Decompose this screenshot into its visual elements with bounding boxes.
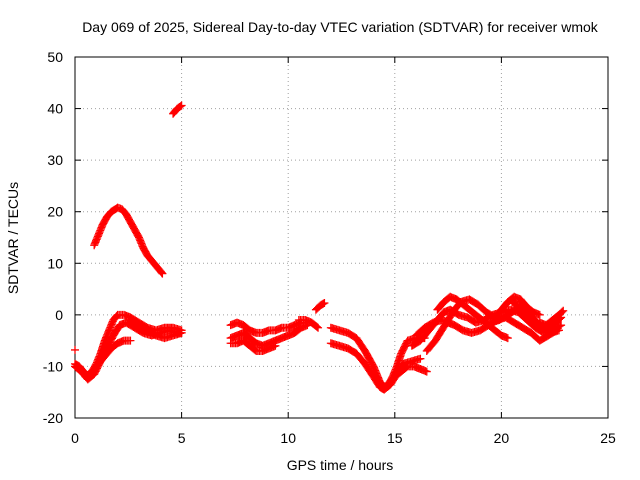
series-isolated-pt [71, 345, 79, 354]
data-point [559, 306, 568, 315]
series-late-d [433, 292, 512, 343]
data-point [422, 367, 431, 376]
data-points [71, 101, 568, 394]
data-point [314, 323, 323, 332]
series-low-d [126, 316, 186, 343]
grid [75, 57, 608, 418]
x-axis-label: GPS time / hours [287, 457, 394, 473]
ticks: 0 5 10 15 20 25 -20 -10 0 10 20 30 40 50 [43, 49, 616, 446]
x-tick-label: 25 [600, 430, 616, 446]
data-point [312, 322, 321, 331]
data-point [156, 267, 165, 276]
data-point [554, 326, 563, 335]
data-point [126, 336, 135, 345]
data-point [271, 341, 280, 350]
y-axis-label: SDTVAR / TECUs [5, 182, 21, 294]
x-tick-label: 0 [71, 430, 79, 446]
series-mid-d [294, 316, 323, 332]
data-point [158, 269, 167, 278]
data-point [535, 310, 544, 319]
data-point [558, 307, 567, 316]
data-point [177, 101, 186, 110]
x-tick-label: 15 [387, 430, 403, 446]
data-point [71, 345, 79, 354]
series-late-g [535, 306, 568, 330]
series-mid-c [226, 336, 280, 355]
y-tick-label: 10 [47, 255, 63, 271]
data-point [503, 334, 512, 343]
data-point [555, 321, 564, 330]
data-point [176, 102, 185, 111]
y-tick-label: 0 [55, 307, 63, 323]
x-tick-label: 10 [280, 430, 296, 446]
series-upper-early [90, 203, 167, 278]
x-tick-label: 20 [494, 430, 510, 446]
y-tick-label: -20 [43, 410, 63, 426]
data-point [557, 321, 566, 330]
y-tick-label: -10 [43, 358, 63, 374]
data-point [416, 354, 425, 363]
y-tick-label: 50 [47, 49, 63, 65]
series-isolated-11 [311, 298, 329, 314]
y-tick-label: 40 [47, 101, 63, 117]
y-tick-label: 20 [47, 204, 63, 220]
series-low-c [81, 336, 135, 381]
y-tick-label: 30 [47, 152, 63, 168]
series-isolated-40 [169, 101, 186, 118]
x-tick-label: 5 [178, 430, 186, 446]
data-point [320, 298, 329, 307]
series-dip-c [390, 362, 431, 381]
data-point [157, 268, 166, 277]
data-point [177, 328, 186, 337]
chart-title: Day 069 of 2025, Sidereal Day-to-day VTE… [82, 19, 599, 35]
plot-frame [74, 56, 609, 419]
